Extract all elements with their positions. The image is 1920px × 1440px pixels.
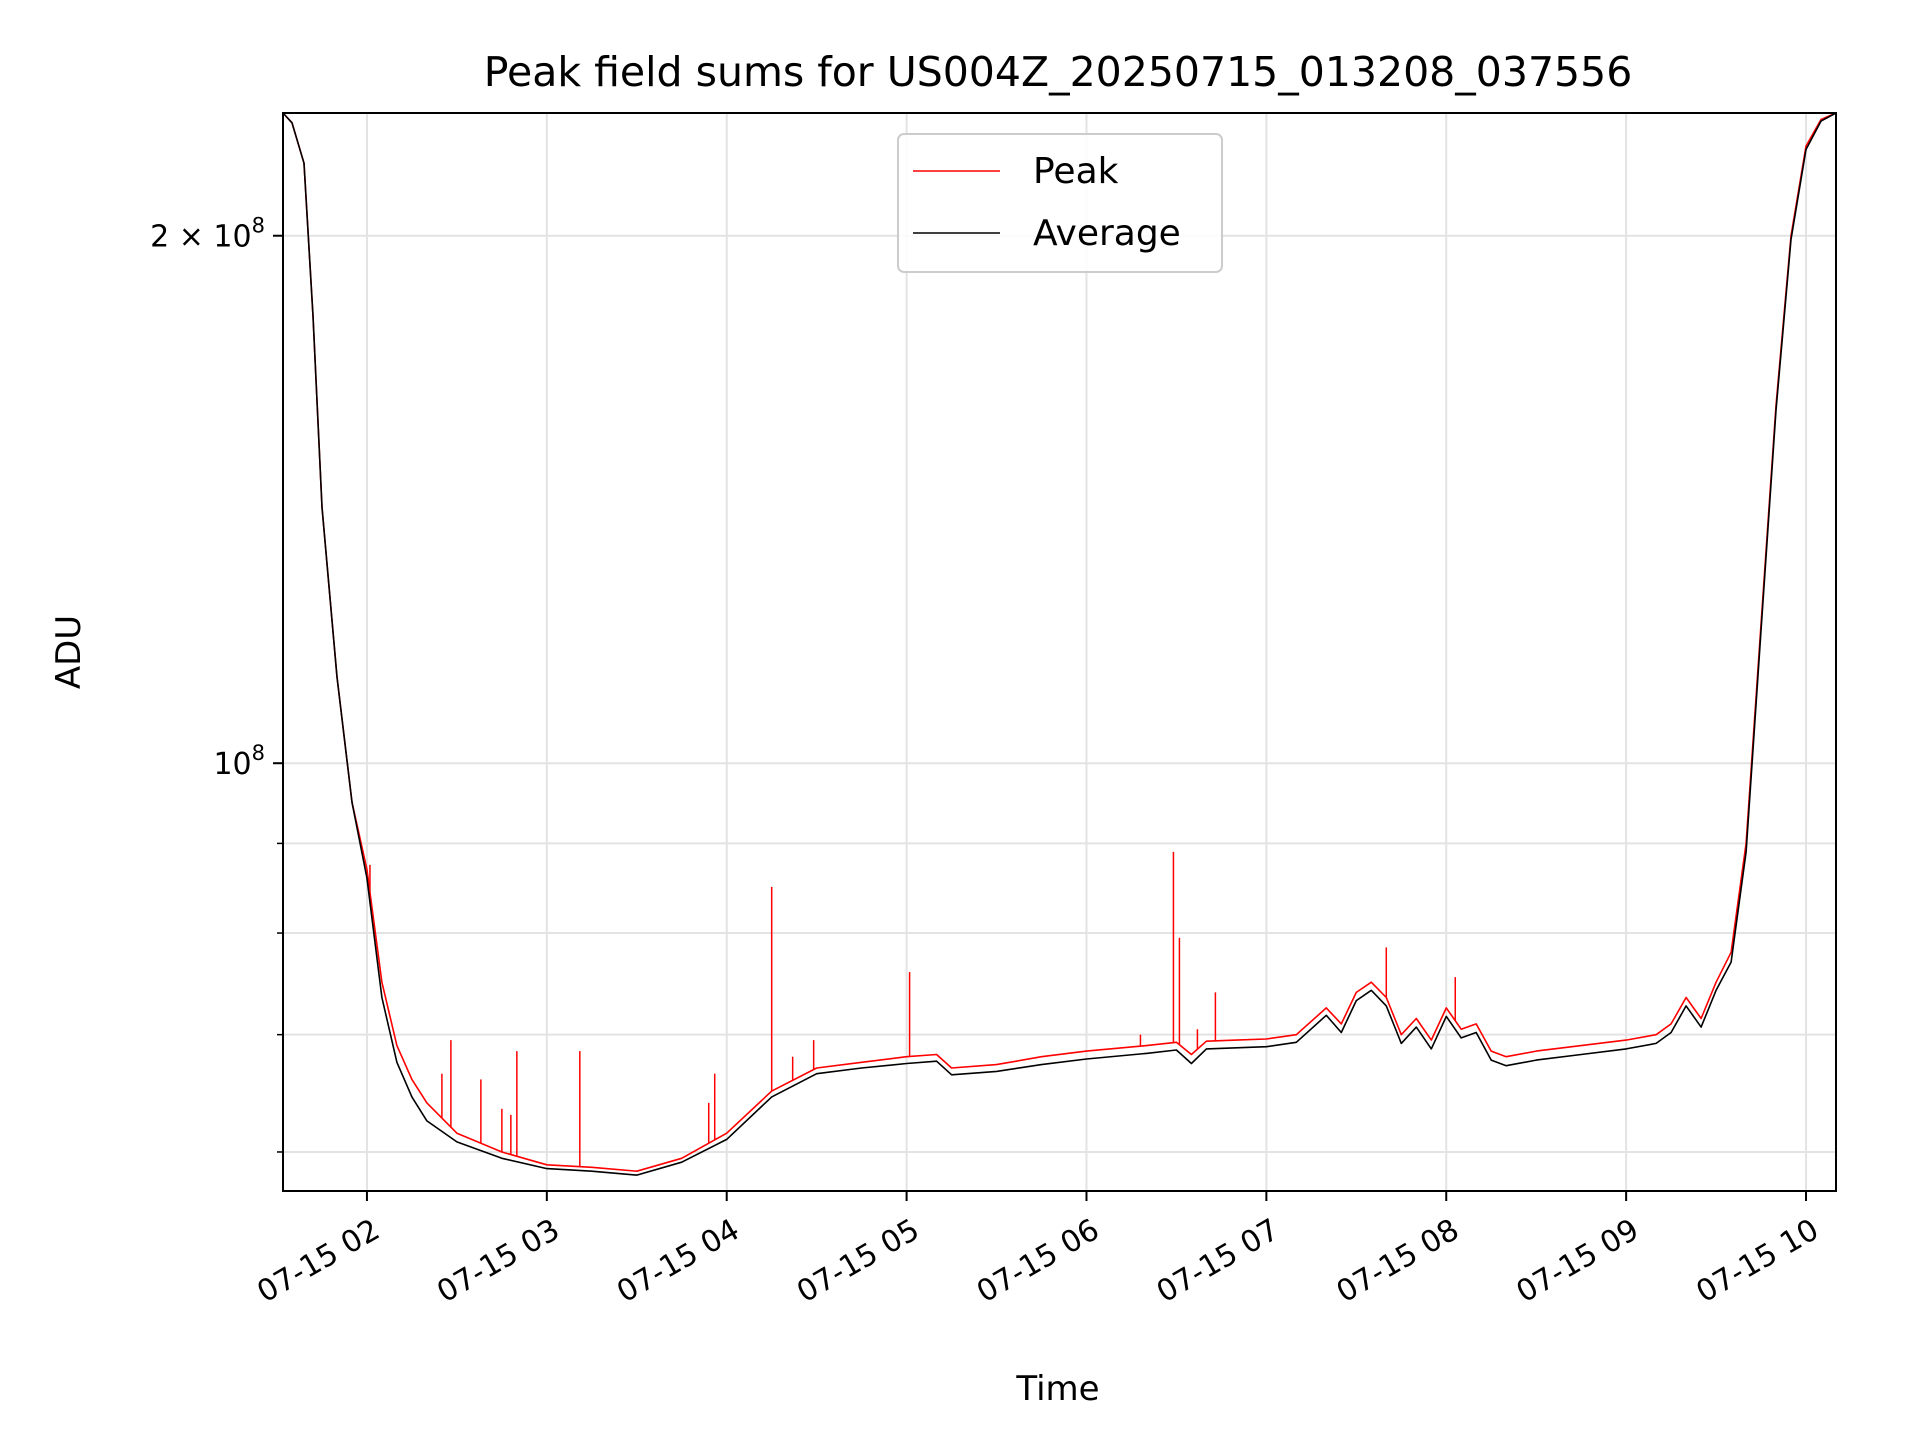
plot-frame — [282, 112, 1837, 1192]
y-axis-title: ADU — [49, 615, 89, 689]
x-axis-title: Time — [1015, 1369, 1099, 1409]
series-layer — [282, 112, 1837, 1176]
legend: Peak Average — [897, 133, 1223, 273]
legend-label-average: Average — [1033, 213, 1181, 254]
legend-label-peak: Peak — [1033, 151, 1119, 192]
chart-title: Peak field sums for US004Z_20250715_0132… — [484, 48, 1633, 96]
y-tick-label: 108 — [213, 741, 265, 782]
legend-box — [897, 133, 1223, 273]
series-line-peak — [282, 112, 1837, 1172]
series-line-average — [282, 112, 1837, 1176]
y-tick-label: 2 × 108 — [150, 214, 265, 255]
